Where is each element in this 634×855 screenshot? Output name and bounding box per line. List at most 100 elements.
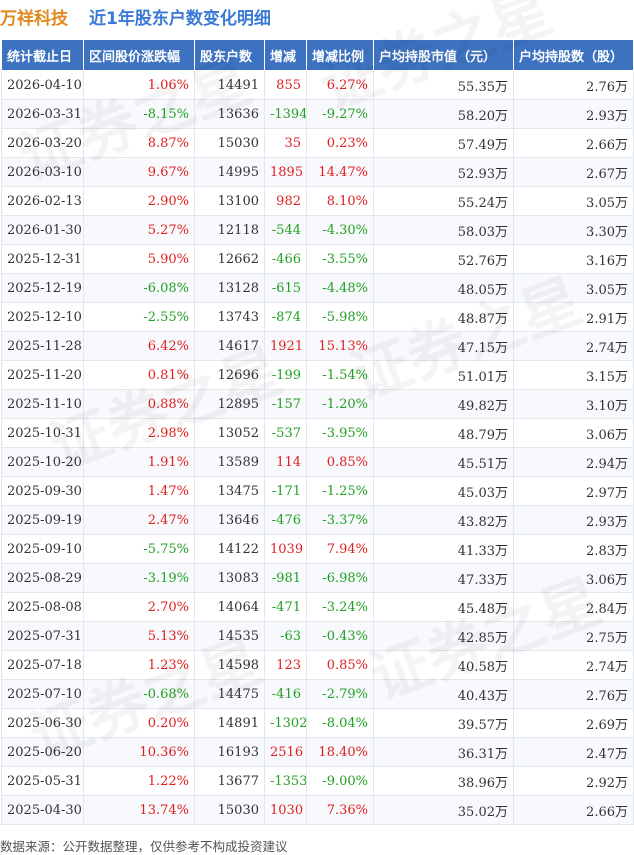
- cell-holders: 12662: [194, 244, 265, 274]
- cell-price-change: 1.91%: [83, 447, 195, 477]
- cell-change-ratio: 0.23%: [306, 128, 374, 158]
- cell-price-change: 8.87%: [83, 128, 195, 158]
- cell-change: -981: [264, 563, 307, 593]
- cell-avg-value: 40.58万: [373, 650, 514, 680]
- table-body: 2026-04-10 1.06% 14491 855 6.27% 55.35万 2.76万 2…: [1, 70, 634, 825]
- cell-change: -1353: [264, 766, 307, 796]
- table-row: 2025-12-10 -2.55% 13743 -874 -5.98% 48.87万 2.9…: [1, 302, 634, 332]
- cell-price-change: -8.15%: [83, 99, 195, 129]
- cell-holders: 12895: [194, 389, 265, 419]
- cell-avg-shares: 2.94万: [513, 447, 634, 477]
- table-row: 2025-06-20 10.36% 16193 2516 18.40% 36.31万 2.4…: [1, 737, 634, 767]
- cell-change: 982: [264, 186, 307, 216]
- cell-date: 2025-09-19: [1, 505, 84, 535]
- cell-change-ratio: 0.85%: [306, 447, 374, 477]
- cell-avg-shares: 3.30万: [513, 215, 634, 245]
- cell-avg-value: 42.85万: [373, 621, 514, 651]
- table-row: 2025-07-31 5.13% 14535 -63 -0.43% 42.85万 2.75万: [1, 621, 634, 651]
- cell-avg-value: 52.93万: [373, 157, 514, 187]
- page-title: 近1年股东户数变化明细: [89, 9, 271, 29]
- cell-price-change: 0.88%: [83, 389, 195, 419]
- column-header-holders: 股东户数: [194, 39, 265, 71]
- cell-change-ratio: -9.27%: [306, 99, 374, 129]
- cell-holders: 16193: [194, 737, 265, 767]
- cell-avg-shares: 2.83万: [513, 534, 634, 564]
- column-header-change-ratio: 增减比例: [306, 39, 374, 71]
- cell-avg-shares: 3.06万: [513, 418, 634, 448]
- cell-change-ratio: 6.27%: [306, 70, 374, 100]
- table-row: 2026-03-20 8.87% 15030 35 0.23% 57.49万 2.66万: [1, 128, 634, 158]
- table-row: 2025-11-20 0.81% 12696 -199 -1.54% 51.01万 3.15…: [1, 360, 634, 390]
- cell-avg-shares: 2.93万: [513, 99, 634, 129]
- cell-change: 114: [264, 447, 307, 477]
- cell-avg-value: 48.79万: [373, 418, 514, 448]
- column-header-date: 统计截止日: [1, 39, 84, 71]
- cell-change: 1895: [264, 157, 307, 187]
- cell-avg-shares: 2.74万: [513, 331, 634, 361]
- cell-change: -63: [264, 621, 307, 651]
- cell-change: -1394: [264, 99, 307, 129]
- cell-date: 2026-03-31: [1, 99, 84, 129]
- cell-avg-shares: 2.92万: [513, 766, 634, 796]
- cell-date: 2025-12-31: [1, 244, 84, 274]
- cell-holders: 13100: [194, 186, 265, 216]
- cell-change: -1302: [264, 708, 307, 738]
- table-row: 2025-07-10 -0.68% 14475 -416 -2.79% 40.43万 2.7…: [1, 679, 634, 709]
- cell-avg-value: 58.03万: [373, 215, 514, 245]
- cell-avg-value: 57.49万: [373, 128, 514, 158]
- cell-change-ratio: -1.20%: [306, 389, 374, 419]
- cell-price-change: -3.19%: [83, 563, 195, 593]
- column-header-avg-shares: 户均持股数（股）: [513, 39, 634, 71]
- cell-date: 2025-10-20: [1, 447, 84, 477]
- column-header-change: 增减: [264, 39, 307, 71]
- table-row: 2025-05-31 1.22% 13677 -1353 -9.00% 38.96万 2.9…: [1, 766, 634, 796]
- cell-price-change: -0.68%: [83, 679, 195, 709]
- column-header-price-change: 区间股价涨跌幅: [83, 39, 195, 71]
- cell-avg-value: 41.33万: [373, 534, 514, 564]
- table-row: 2025-10-20 1.91% 13589 114 0.85% 45.51万 2.94万: [1, 447, 634, 477]
- cell-avg-shares: 2.97万: [513, 476, 634, 506]
- cell-avg-shares: 3.05万: [513, 186, 634, 216]
- cell-date: 2025-07-18: [1, 650, 84, 680]
- cell-price-change: 5.13%: [83, 621, 195, 651]
- cell-avg-value: 58.20万: [373, 99, 514, 129]
- cell-avg-shares: 2.69万: [513, 708, 634, 738]
- cell-date: 2025-07-10: [1, 679, 84, 709]
- cell-holders: 15030: [194, 795, 265, 825]
- cell-date: 2025-12-10: [1, 302, 84, 332]
- table-row: 2025-08-29 -3.19% 13083 -981 -6.98% 47.33万 3.0…: [1, 563, 634, 593]
- cell-change: 35: [264, 128, 307, 158]
- cell-avg-shares: 3.15万: [513, 360, 634, 390]
- cell-avg-value: 40.43万: [373, 679, 514, 709]
- cell-date: 2026-03-10: [1, 157, 84, 187]
- table-row: 2026-01-30 5.27% 12118 -544 -4.30% 58.03万 3.30…: [1, 215, 634, 245]
- cell-holders: 13052: [194, 418, 265, 448]
- cell-change: -466: [264, 244, 307, 274]
- cell-avg-shares: 3.05万: [513, 273, 634, 303]
- cell-change: -874: [264, 302, 307, 332]
- table-row: 2026-03-31 -8.15% 13636 -1394 -9.27% 58.20万 2.…: [1, 99, 634, 129]
- cell-avg-value: 38.96万: [373, 766, 514, 796]
- cell-change-ratio: -4.30%: [306, 215, 374, 245]
- cell-change: 1921: [264, 331, 307, 361]
- cell-date: 2025-08-08: [1, 592, 84, 622]
- cell-avg-shares: 2.47万: [513, 737, 634, 767]
- cell-change-ratio: -0.43%: [306, 621, 374, 651]
- cell-avg-shares: 3.06万: [513, 563, 634, 593]
- cell-date: 2025-06-30: [1, 708, 84, 738]
- cell-price-change: 5.90%: [83, 244, 195, 274]
- cell-change: -199: [264, 360, 307, 390]
- cell-change-ratio: 7.94%: [306, 534, 374, 564]
- cell-change-ratio: 8.10%: [306, 186, 374, 216]
- cell-change-ratio: -1.54%: [306, 360, 374, 390]
- cell-price-change: 1.22%: [83, 766, 195, 796]
- cell-avg-value: 48.87万: [373, 302, 514, 332]
- cell-date: 2025-06-20: [1, 737, 84, 767]
- cell-holders: 12696: [194, 360, 265, 390]
- cell-change-ratio: 0.85%: [306, 650, 374, 680]
- cell-avg-shares: 2.75万: [513, 621, 634, 651]
- cell-holders: 13083: [194, 563, 265, 593]
- cell-holders: 14122: [194, 534, 265, 564]
- cell-holders: 14598: [194, 650, 265, 680]
- cell-date: 2026-04-10: [1, 70, 84, 100]
